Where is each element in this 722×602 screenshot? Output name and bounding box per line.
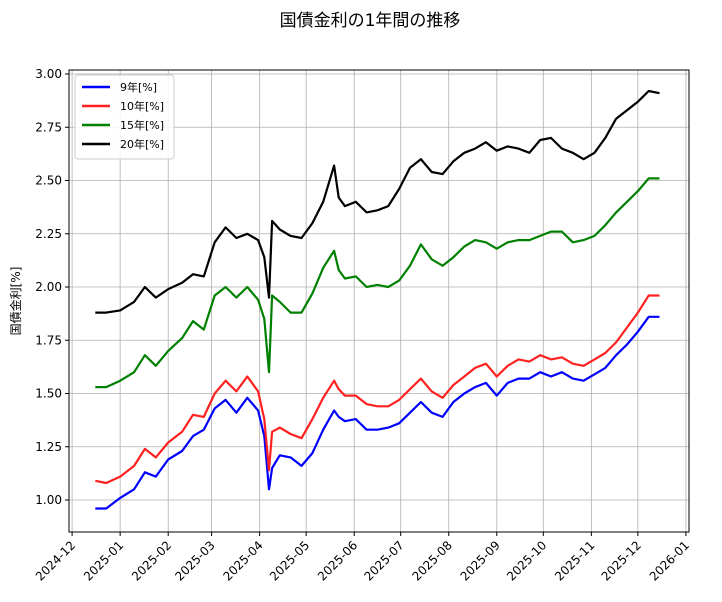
x-tick-label: 2025-10 (504, 538, 549, 583)
x-tick-label: 2026-01 (647, 538, 692, 583)
legend-box (74, 74, 175, 160)
y-tick-label: 1.75 (35, 333, 62, 347)
y-tick-label: 1.00 (35, 493, 62, 507)
y-tick-label: 1.25 (35, 440, 62, 454)
legend: 9年[%] 10年[%] 15年[%] 20年[%] (74, 74, 175, 160)
legend-label: 10年[%] (120, 99, 164, 113)
y-tick-label: 2.00 (35, 280, 62, 294)
x-tick-label: 2025-02 (129, 538, 174, 583)
x-tick-label: 2025-11 (552, 538, 597, 583)
legend-label: 20年[%] (120, 137, 164, 151)
y-tick-label: 1.50 (35, 387, 62, 401)
y-axis-label: 国債金利[%] (8, 267, 23, 336)
legend-label: 15年[%] (120, 118, 164, 132)
y-tick-label: 2.50 (35, 174, 62, 188)
x-tick-label: 2024-12 (33, 538, 78, 583)
x-tick-label: 2025-06 (315, 538, 360, 583)
x-tick-label: 2025-08 (410, 538, 455, 583)
chart-title: 国債金利の1年間の推移 (280, 11, 461, 31)
y-tick-label: 2.75 (35, 120, 62, 134)
x-tick-label: 2025-12 (599, 538, 644, 583)
x-tick-label: 2025-04 (220, 538, 265, 583)
legend-label: 9年[%] (120, 80, 157, 94)
x-tick-label: 2025-03 (172, 538, 217, 583)
series-line-2 (95, 177, 660, 389)
x-tick-label: 2025-05 (267, 538, 312, 583)
y-axis: 1.00 1.25 1.50 1.75 2.00 2.25 2.50 2.75 3.00 (35, 67, 69, 507)
y-tick-label: 3.00 (35, 67, 62, 81)
x-tick-label: 2025-01 (81, 538, 126, 583)
series-line-0 (95, 315, 660, 510)
x-tick-label: 2025-07 (361, 538, 406, 583)
y-tick-label: 2.25 (35, 227, 62, 241)
x-tick-label: 2025-09 (458, 538, 503, 583)
series-line-1 (95, 294, 660, 485)
series-line-3 (95, 89, 660, 314)
plot-frame (68, 69, 690, 533)
data-series (95, 89, 660, 510)
